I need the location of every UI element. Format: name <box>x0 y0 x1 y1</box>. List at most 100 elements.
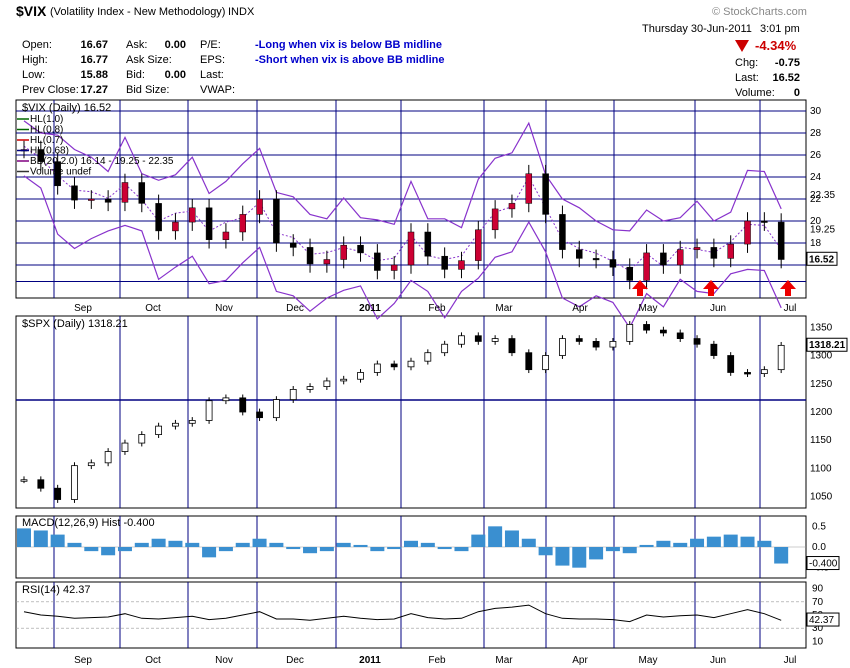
spx-candle <box>373 363 381 373</box>
vix-candle <box>104 198 112 203</box>
spx-tick-label: 1250 <box>810 379 833 390</box>
vix-candle <box>256 198 263 215</box>
spx-candle <box>172 422 179 427</box>
vix-candle <box>374 252 381 271</box>
vix-candle <box>205 207 213 240</box>
quote-label: Ask: <box>126 39 147 51</box>
spx-candle <box>239 397 247 413</box>
macd-hist-bar <box>387 547 402 550</box>
macd-hist-bar <box>134 542 149 547</box>
quote-label: Last: <box>200 69 224 81</box>
vix-candle <box>155 203 162 232</box>
rsi-tick-label: 10 <box>812 636 824 647</box>
macd-panel-title: MACD(12,26,9) Hist -0.400 <box>22 517 155 529</box>
vix-candle <box>609 259 617 268</box>
month-label-bottom: Oct <box>145 655 161 666</box>
spx-candle <box>676 332 684 339</box>
quote-value: 0.00 <box>165 69 186 81</box>
spx-candle <box>104 451 112 464</box>
spx-candle <box>424 352 432 362</box>
macd-hist-bar <box>454 547 469 552</box>
month-label-top: May <box>639 303 658 314</box>
macd-hist-bar <box>504 530 519 547</box>
vix-candle <box>138 182 146 204</box>
macd-last-label: -0.400 <box>809 559 838 570</box>
macd-hist-bar <box>168 540 183 547</box>
vix-candle <box>525 173 533 204</box>
vix-panel-title: $VIX (Daily) 16.52 <box>22 102 111 114</box>
chart-header: $VIX (Volatility Index - New Methodology… <box>16 3 807 99</box>
quote-label: P/E: <box>200 39 221 51</box>
quote-value: 15.88 <box>80 69 108 81</box>
vix-candle <box>576 249 583 259</box>
spx-candle <box>272 399 280 419</box>
macd-hist-bar <box>404 540 418 547</box>
macd-hist-bar <box>235 542 250 547</box>
macd-hist-bar <box>589 547 604 560</box>
vix-candle <box>340 244 347 260</box>
month-label-bottom: Jul <box>784 655 797 666</box>
spx-candle <box>659 329 667 334</box>
month-label-top: Dec <box>286 303 304 314</box>
macd-hist-bar <box>605 547 620 552</box>
symbol-name: (Volatility Index - New Methodology) <box>50 6 225 18</box>
spx-candle <box>340 378 348 382</box>
macd-hist-bar <box>740 536 755 547</box>
spx-candle <box>323 380 331 387</box>
rsi-panel-title: RSI(14) 42.37 <box>22 584 90 596</box>
macd-hist-bar <box>286 547 301 550</box>
month-label-top: Mar <box>495 303 513 314</box>
quote-label: Chg: <box>735 57 758 69</box>
month-label-top: 2011 <box>359 303 381 314</box>
macd-hist-bar <box>218 547 233 552</box>
spx-candle <box>87 462 95 467</box>
vix-tick-label: 20 <box>810 216 822 227</box>
month-label-top: Sep <box>74 303 92 314</box>
bb-upper-label: 22.35 <box>810 190 835 201</box>
macd-hist-bar <box>303 547 318 554</box>
watermark: © StockCharts.com <box>712 6 807 18</box>
month-label-top: Jul <box>784 303 797 314</box>
macd-hist-bar <box>471 534 486 547</box>
vix-candle <box>643 252 650 281</box>
bb-middle-band <box>23 145 782 272</box>
month-label-bottom: May <box>639 655 658 666</box>
vix-candle <box>693 247 701 250</box>
spx-tick-label: 1300 <box>810 351 833 362</box>
spx-tick-label: 1100 <box>810 463 832 474</box>
macd-hist-bar <box>572 547 587 568</box>
quote-value: -0.75 <box>775 57 800 69</box>
quote-date: Thursday 30-Jun-2011 <box>642 23 752 35</box>
vix-candle <box>273 198 280 244</box>
buy-arrow-icon <box>703 280 719 296</box>
macd-hist-bar <box>117 547 132 552</box>
vix-candle <box>592 258 600 261</box>
vix-legend: HL(1.0)HL(0.8)HL(0.7)HL(0.68)BB(20,2.0) … <box>17 114 174 178</box>
quote-value: 16.67 <box>80 39 108 51</box>
legend-entry: HL(0.7) <box>30 135 63 146</box>
legend-entry: BB(20,2.0) 16.14 - 19.25 - 22.35 <box>30 156 174 167</box>
vix-candle <box>121 182 129 203</box>
spx-last-label: 1318.21 <box>809 340 846 351</box>
macd-hist-bar <box>774 547 789 564</box>
month-label-bottom: Feb <box>428 655 446 666</box>
spx-candle <box>491 338 499 342</box>
spx-candle <box>693 338 701 345</box>
rsi-last-label: 42.37 <box>809 615 834 626</box>
spx-panel-title: $SPX (Daily) 1318.21 <box>22 318 128 330</box>
macd-hist-bar <box>673 542 688 547</box>
rsi-tick-label: 70 <box>812 597 824 608</box>
spx-candle <box>760 369 768 375</box>
symbol: $VIX <box>16 3 47 19</box>
macd-hist-bar <box>555 547 570 566</box>
vix-candle <box>222 231 230 240</box>
quote-label: Low: <box>22 69 45 81</box>
spx-tick-label: 1200 <box>810 407 833 418</box>
spx-candle <box>441 343 449 354</box>
vix-candle <box>458 260 465 270</box>
quote-label: Bid Size: <box>126 84 169 96</box>
spx-candle <box>458 335 465 345</box>
vix-candle <box>491 208 499 231</box>
vix-candle <box>559 214 566 250</box>
rsi-tick-label: 30 <box>812 623 824 634</box>
